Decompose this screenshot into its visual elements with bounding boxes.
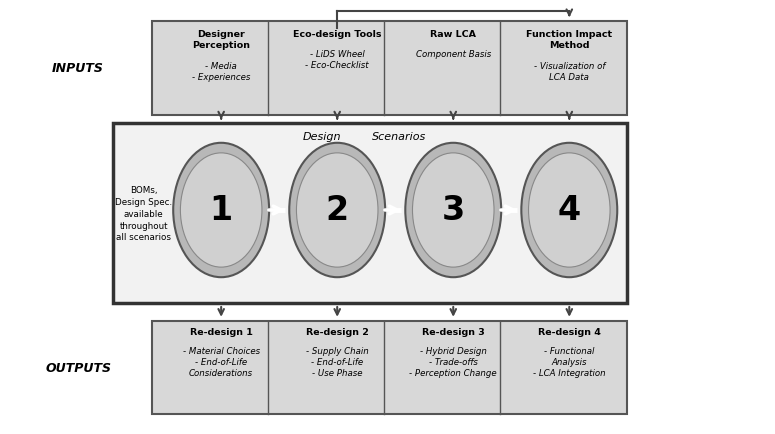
FancyBboxPatch shape [152, 22, 627, 115]
Text: Scenarios: Scenarios [372, 132, 426, 142]
Text: 2: 2 [326, 194, 349, 227]
Ellipse shape [412, 154, 494, 267]
Ellipse shape [297, 154, 378, 267]
Text: Raw LCA: Raw LCA [430, 30, 477, 39]
Ellipse shape [529, 154, 610, 267]
Text: BOMs,
Design Spec.
available
throughout
all scenarios: BOMs, Design Spec. available throughout … [115, 186, 172, 242]
Text: - Material Choices
- End-of-Life
Considerations: - Material Choices - End-of-Life Conside… [183, 346, 260, 377]
Text: INPUTS: INPUTS [52, 62, 104, 76]
Text: Component Basis: Component Basis [415, 49, 491, 59]
Text: Design: Design [302, 132, 341, 142]
Text: - Visualization of
LCA Data: - Visualization of LCA Data [534, 62, 605, 82]
Text: - LiDS Wheel
- Eco-Checklist: - LiDS Wheel - Eco-Checklist [305, 49, 369, 69]
Text: - Hybrid Design
- Trade-offs
- Perception Change: - Hybrid Design - Trade-offs - Perceptio… [409, 346, 497, 377]
Text: - Supply Chain
- End-of-Life
- Use Phase: - Supply Chain - End-of-Life - Use Phase [306, 346, 369, 377]
Text: Designer
Perception: Designer Perception [192, 30, 250, 50]
Ellipse shape [173, 144, 269, 278]
Text: OUTPUTS: OUTPUTS [45, 361, 111, 374]
Ellipse shape [289, 144, 385, 278]
Text: 4: 4 [558, 194, 580, 227]
FancyBboxPatch shape [152, 321, 627, 414]
Text: 1: 1 [209, 194, 232, 227]
Ellipse shape [522, 144, 617, 278]
Ellipse shape [405, 144, 501, 278]
FancyBboxPatch shape [113, 124, 627, 303]
Text: - Functional
Analysis
- LCA Integration: - Functional Analysis - LCA Integration [533, 346, 605, 377]
Text: Re-design 1: Re-design 1 [190, 327, 253, 336]
Text: Function Impact
Method: Function Impact Method [526, 30, 612, 50]
Text: 3: 3 [442, 194, 465, 227]
Text: Re-design 3: Re-design 3 [422, 327, 484, 336]
Text: Eco-design Tools: Eco-design Tools [293, 30, 381, 39]
Text: Re-design 2: Re-design 2 [306, 327, 369, 336]
Ellipse shape [181, 154, 262, 267]
Text: - Media
- Experiences: - Media - Experiences [192, 62, 250, 82]
Text: Re-design 4: Re-design 4 [538, 327, 601, 336]
